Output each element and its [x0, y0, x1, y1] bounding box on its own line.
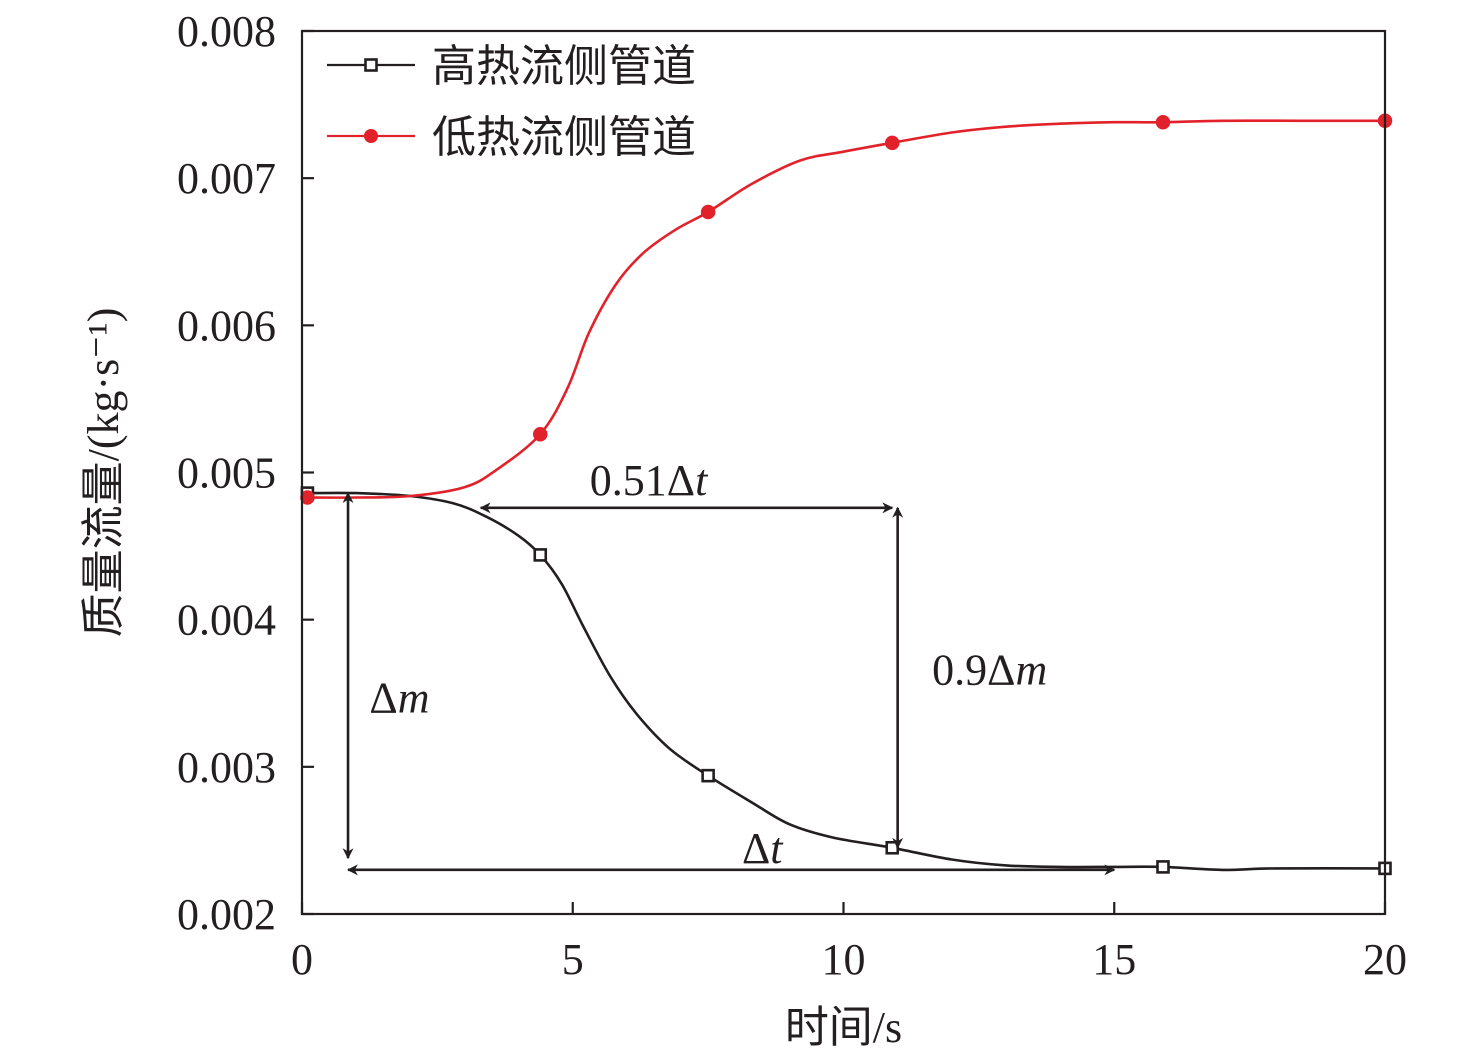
y-tick-label-5: 0.007 — [177, 154, 276, 203]
y-tick-label-0: 0.002 — [177, 890, 276, 939]
marker-high-heat-1 — [533, 548, 548, 562]
series-line-low-heat — [307, 119, 1385, 499]
plot-frame — [300, 29, 1387, 916]
tick-layer: 0 5 10 15 20 0.002 0.003 0.004 0.005 0.006 0.007 0.… — [177, 7, 1407, 984]
marker-low-heat-3 — [884, 135, 900, 151]
y-tick-label-2: 0.004 — [177, 596, 276, 645]
legend-label-low-heat: 低热流侧管道 — [432, 113, 696, 162]
legend-marker-low-heat — [364, 129, 378, 143]
x-tick-label-2: 10 — [822, 935, 866, 984]
anno-051-dt-label: 0.51Δt — [590, 456, 709, 505]
y-tick-label-4: 0.006 — [177, 301, 276, 350]
y-axis-title: 质量流量/(kg·s⁻¹) — [79, 308, 128, 638]
series-layer — [300, 113, 1393, 876]
x-axis-title: 时间/s — [785, 1003, 902, 1052]
y-tick-label-1: 0.003 — [177, 743, 276, 792]
legend: 高热流侧管道 低热流侧管道 — [327, 42, 696, 162]
legend-label-high-heat: 高热流侧管道 — [432, 42, 696, 91]
anno-09-dm-label: 0.9Δm — [932, 646, 1047, 695]
marker-low-heat-2 — [700, 204, 716, 220]
x-tick-label-3: 15 — [1092, 935, 1136, 984]
x-tick-label-1: 5 — [562, 935, 584, 984]
legend-marker-high-heat — [364, 58, 378, 72]
y-tick-label-3: 0.005 — [177, 449, 276, 498]
marker-low-heat-1 — [533, 426, 548, 442]
x-tick-label-0: 0 — [291, 935, 313, 984]
marker-low-heat-4 — [1155, 114, 1171, 130]
marker-high-heat-4 — [1156, 860, 1170, 874]
annotation-layer: 0.51Δt 0.9Δm Δm Δt — [342, 456, 1116, 876]
y-tick-label-6: 0.008 — [177, 7, 276, 56]
marker-high-heat-3 — [885, 840, 900, 855]
x-tick-label-4: 20 — [1363, 935, 1407, 984]
series-line-high-heat — [307, 491, 1386, 872]
anno-dm-label: Δm — [369, 674, 429, 723]
marker-high-heat-2 — [701, 768, 715, 783]
anno-dt-label: Δt — [742, 824, 784, 873]
